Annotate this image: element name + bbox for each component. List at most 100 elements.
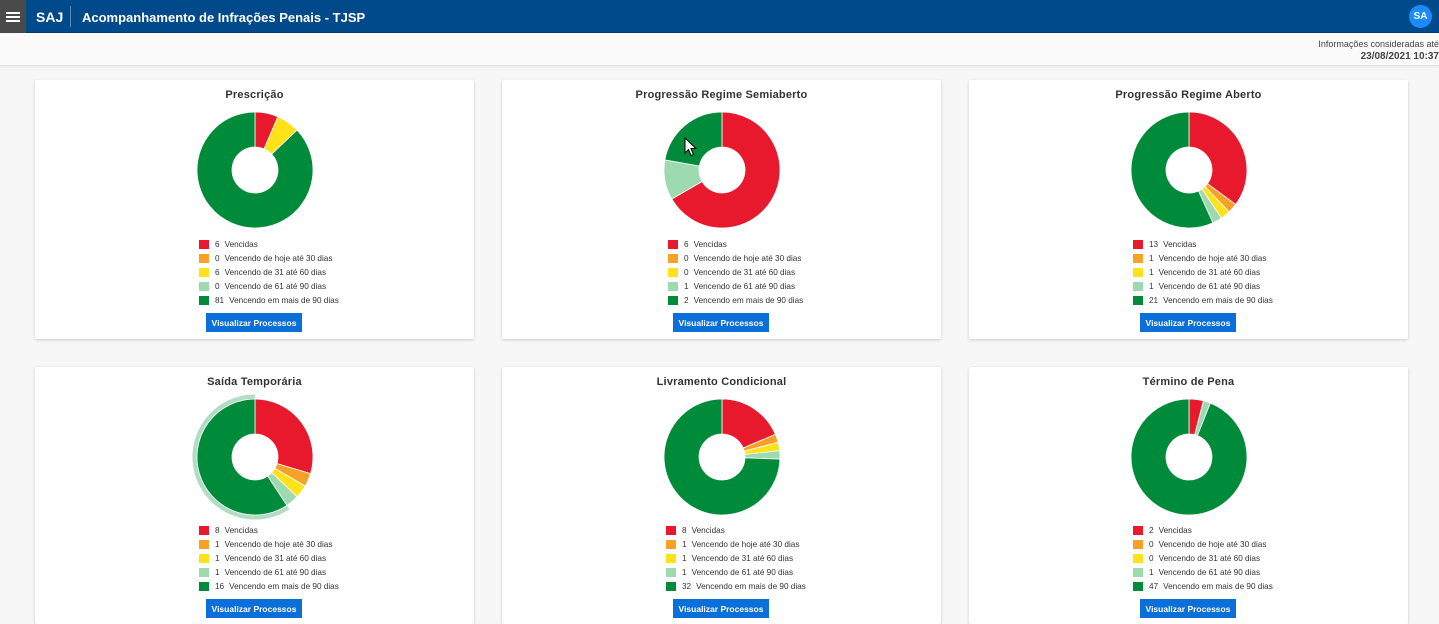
slice-mais-90[interactable] <box>664 111 723 167</box>
card-title: Progressão Regime Aberto <box>1115 89 1262 101</box>
legend-item-hoje-30[interactable]: 1 Vencendo de hoje até 30 dias <box>1133 251 1393 265</box>
legend-label: Vencendo em mais de 90 dias <box>1163 296 1273 306</box>
legend-label: Vencendo em mais de 90 dias <box>696 582 806 592</box>
donut-chart <box>663 398 781 516</box>
legend-item-mais-90[interactable]: 16 Vencendo em mais de 90 dias <box>199 580 459 594</box>
chart-legend: 2 Vencidas 0 Vencendo de hoje até 30 dias 0 V… <box>1133 523 1393 594</box>
legend-item-d61-90[interactable]: 1 Vencendo de 61 até 90 dias <box>1133 566 1393 580</box>
legend-swatch <box>199 267 209 277</box>
legend-swatch <box>199 539 209 549</box>
chart-legend: 8 Vencidas 1 Vencendo de hoje até 30 dias 1 V… <box>666 523 926 594</box>
legend-item-d61-90[interactable]: 1 Vencendo de 61 até 90 dias <box>199 566 459 580</box>
info-label: Informações consideradas até <box>1318 39 1439 49</box>
slice-vencidas[interactable] <box>671 111 781 229</box>
legend-item-hoje-30[interactable]: 1 Vencendo de hoje até 30 dias <box>199 537 459 551</box>
view-processes-button[interactable]: Visualizar Processos <box>1140 313 1236 332</box>
legend-swatch <box>668 282 678 292</box>
legend-count: 0 <box>1149 539 1154 549</box>
view-processes-button[interactable]: Visualizar Processos <box>673 313 769 332</box>
donut-chart <box>1130 111 1248 229</box>
legend-count: 32 <box>682 582 692 592</box>
legend-item-d61-90[interactable]: 1 Vencendo de 61 até 90 dias <box>666 566 926 580</box>
legend-item-vencidas[interactable]: 6 Vencidas <box>668 237 928 251</box>
legend-item-hoje-30[interactable]: 1 Vencendo de hoje até 30 dias <box>666 537 926 551</box>
slice-vencidas[interactable] <box>1188 111 1248 206</box>
legend-label: Vencendo de 31 até 60 dias <box>693 267 796 277</box>
legend-item-d61-90[interactable]: 0 Vencendo de 61 até 90 dias <box>199 280 459 294</box>
legend-label: Vencendo de 31 até 60 dias <box>224 553 327 563</box>
legend-swatch <box>1133 539 1143 549</box>
legend-item-hoje-30[interactable]: 0 Vencendo de hoje até 30 dias <box>199 251 459 265</box>
top-bar: SAJ Acompanhamento de Infrações Penais -… <box>0 0 1439 33</box>
legend-count: 1 <box>1149 253 1154 263</box>
view-processes-button[interactable]: Visualizar Processos <box>206 313 302 332</box>
legend-count: 6 <box>215 267 220 277</box>
app-title: Acompanhamento de Infrações Penais - TJS… <box>82 10 366 25</box>
legend-label: Vencendo de hoje até 30 dias <box>224 253 333 263</box>
legend-count: 2 <box>684 296 689 306</box>
legend-item-mais-90[interactable]: 47 Vencendo em mais de 90 dias <box>1133 580 1393 594</box>
legend-item-mais-90[interactable]: 81 Vencendo em mais de 90 dias <box>199 294 459 308</box>
legend-swatch <box>666 525 676 535</box>
legend-label: Vencendo em mais de 90 dias <box>229 582 339 592</box>
slice-mais-90[interactable] <box>1130 111 1214 229</box>
legend-label: Vencendo de 61 até 90 dias <box>224 282 327 292</box>
legend-item-vencidas[interactable]: 2 Vencidas <box>1133 523 1393 537</box>
legend-label: Vencendo de 31 até 60 dias <box>224 267 327 277</box>
card-termino-pena: Término de Pena 2 Vencidas 0 Vencendo de hoj… <box>969 367 1408 624</box>
legend-swatch <box>668 296 678 306</box>
legend-swatch <box>199 239 209 249</box>
view-processes-button[interactable]: Visualizar Processos <box>1140 599 1236 618</box>
legend-count: 1 <box>215 553 220 563</box>
legend-item-d31-60[interactable]: 1 Vencendo de 31 até 60 dias <box>666 551 926 565</box>
slice-mais-90[interactable] <box>196 111 314 229</box>
legend-item-vencidas[interactable]: 8 Vencidas <box>199 523 459 537</box>
legend-item-hoje-30[interactable]: 0 Vencendo de hoje até 30 dias <box>1133 537 1393 551</box>
legend-item-d31-60[interactable]: 0 Vencendo de 31 até 60 dias <box>1133 551 1393 565</box>
legend-count: 47 <box>1149 582 1159 592</box>
legend-count: 1 <box>682 568 687 578</box>
slice-mais-90[interactable] <box>663 398 781 516</box>
legend-count: 0 <box>215 282 220 292</box>
legend-item-vencidas[interactable]: 8 Vencidas <box>666 523 926 537</box>
legend-count: 1 <box>215 539 220 549</box>
user-avatar[interactable]: SA <box>1409 5 1432 28</box>
hamburger-icon <box>6 11 20 22</box>
slice-vencidas[interactable] <box>254 398 314 475</box>
card-livramento-condicional: Livramento Condicional 8 Vencidas 1 Vencendo… <box>502 367 941 624</box>
chart-legend: 8 Vencidas 1 Vencendo de hoje até 30 dias 1 V… <box>199 523 459 594</box>
legend-item-d61-90[interactable]: 1 Vencendo de 61 até 90 dias <box>1133 280 1393 294</box>
legend-count: 0 <box>1149 553 1154 563</box>
card-title: Prescrição <box>225 89 284 101</box>
chart-legend: 6 Vencidas 0 Vencendo de hoje até 30 dias 6 V… <box>199 237 459 308</box>
legend-label: Vencendo de hoje até 30 dias <box>224 539 333 549</box>
slice-mais-90[interactable] <box>1130 398 1248 516</box>
legend-swatch <box>666 568 676 578</box>
legend-item-d31-60[interactable]: 0 Vencendo de 31 até 60 dias <box>668 265 928 279</box>
brand-logo[interactable]: SAJ <box>36 9 64 25</box>
slice-mais-90[interactable] <box>196 398 288 516</box>
legend-item-d61-90[interactable]: 1 Vencendo de 61 até 90 dias <box>668 280 928 294</box>
legend-label: Vencendo de 61 até 90 dias <box>693 282 796 292</box>
donut-chart <box>196 111 314 229</box>
legend-count: 6 <box>215 239 220 249</box>
legend-item-d31-60[interactable]: 1 Vencendo de 31 até 60 dias <box>199 551 459 565</box>
legend-item-mais-90[interactable]: 2 Vencendo em mais de 90 dias <box>668 294 928 308</box>
legend-item-d31-60[interactable]: 1 Vencendo de 31 até 60 dias <box>1133 265 1393 279</box>
legend-count: 1 <box>682 539 687 549</box>
view-processes-button[interactable]: Visualizar Processos <box>673 599 769 618</box>
legend-item-vencidas[interactable]: 13 Vencidas <box>1133 237 1393 251</box>
legend-label: Vencendo em mais de 90 dias <box>229 296 339 306</box>
legend-item-vencidas[interactable]: 6 Vencidas <box>199 237 459 251</box>
legend-item-hoje-30[interactable]: 0 Vencendo de hoje até 30 dias <box>668 251 928 265</box>
legend-item-d31-60[interactable]: 6 Vencendo de 31 até 60 dias <box>199 265 459 279</box>
legend-swatch <box>1133 267 1143 277</box>
view-processes-button[interactable]: Visualizar Processos <box>206 599 302 618</box>
legend-item-mais-90[interactable]: 21 Vencendo em mais de 90 dias <box>1133 294 1393 308</box>
menu-button[interactable] <box>0 0 26 33</box>
legend-label: Vencidas <box>693 239 727 249</box>
legend-item-mais-90[interactable]: 32 Vencendo em mais de 90 dias <box>666 580 926 594</box>
legend-count: 6 <box>684 239 689 249</box>
legend-swatch <box>1133 525 1143 535</box>
legend-swatch <box>199 582 209 592</box>
